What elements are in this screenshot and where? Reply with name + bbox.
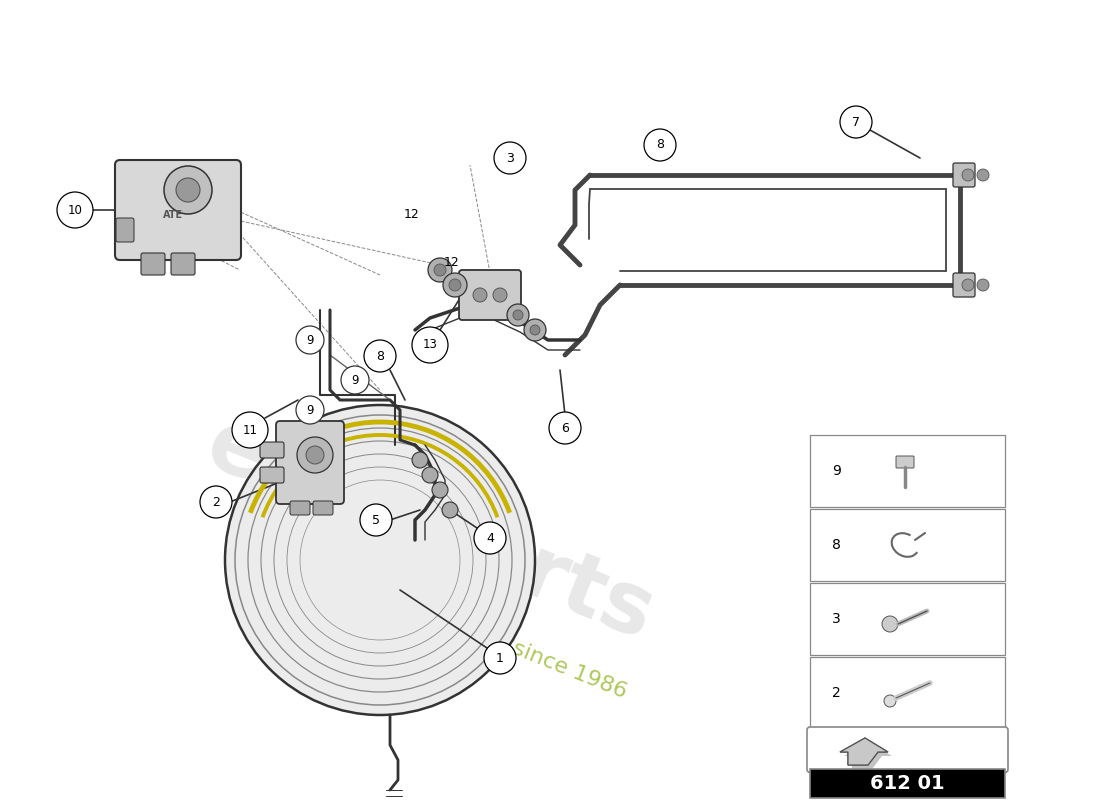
Circle shape: [962, 169, 974, 181]
Text: 7: 7: [852, 115, 860, 129]
Circle shape: [232, 412, 268, 448]
Circle shape: [473, 288, 487, 302]
Circle shape: [443, 273, 468, 297]
FancyBboxPatch shape: [290, 501, 310, 515]
Text: 4: 4: [486, 531, 494, 545]
Circle shape: [57, 192, 94, 228]
Circle shape: [977, 279, 989, 291]
Circle shape: [432, 482, 448, 498]
Circle shape: [422, 467, 438, 483]
Circle shape: [306, 446, 324, 464]
FancyBboxPatch shape: [314, 501, 333, 515]
Circle shape: [513, 310, 522, 320]
Text: 8: 8: [376, 350, 384, 362]
Circle shape: [524, 319, 546, 341]
Circle shape: [882, 616, 898, 632]
Text: 12: 12: [404, 209, 420, 222]
FancyBboxPatch shape: [807, 727, 1008, 773]
Polygon shape: [844, 742, 892, 769]
Circle shape: [530, 325, 540, 335]
Circle shape: [840, 106, 872, 138]
Text: 11: 11: [242, 423, 257, 437]
Circle shape: [412, 452, 428, 468]
Polygon shape: [840, 738, 888, 765]
FancyBboxPatch shape: [276, 421, 344, 504]
Circle shape: [474, 522, 506, 554]
Circle shape: [226, 405, 535, 715]
FancyBboxPatch shape: [116, 160, 241, 260]
Text: 2: 2: [212, 495, 220, 509]
Text: 9: 9: [351, 374, 359, 386]
Text: 9: 9: [306, 334, 313, 346]
FancyBboxPatch shape: [953, 273, 975, 297]
FancyBboxPatch shape: [953, 163, 975, 187]
Text: 8: 8: [656, 138, 664, 151]
Bar: [810, 509, 1005, 581]
FancyBboxPatch shape: [170, 253, 195, 275]
Circle shape: [297, 437, 333, 473]
Text: euroParts: euroParts: [194, 402, 666, 658]
FancyBboxPatch shape: [260, 467, 284, 483]
Circle shape: [364, 340, 396, 372]
Circle shape: [434, 264, 446, 276]
Circle shape: [176, 178, 200, 202]
Text: 612 01: 612 01: [870, 774, 945, 794]
Circle shape: [442, 502, 458, 518]
Text: 9: 9: [832, 464, 840, 478]
FancyBboxPatch shape: [896, 456, 914, 468]
FancyBboxPatch shape: [116, 218, 134, 242]
Circle shape: [977, 169, 989, 181]
FancyBboxPatch shape: [260, 442, 284, 458]
Circle shape: [493, 288, 507, 302]
Text: 6: 6: [561, 422, 569, 434]
Text: 5: 5: [372, 514, 379, 526]
Circle shape: [200, 486, 232, 518]
FancyBboxPatch shape: [459, 270, 521, 320]
Circle shape: [449, 279, 461, 291]
Circle shape: [428, 258, 452, 282]
Text: 13: 13: [422, 338, 438, 351]
Circle shape: [296, 396, 324, 424]
Text: 1: 1: [496, 651, 504, 665]
Circle shape: [644, 129, 676, 161]
Text: ATE: ATE: [163, 210, 183, 220]
Circle shape: [412, 327, 448, 363]
Circle shape: [507, 304, 529, 326]
Circle shape: [360, 504, 392, 536]
Bar: [810, 770, 1005, 798]
Text: a passion for parts since 1986: a passion for parts since 1986: [310, 558, 630, 702]
Text: 8: 8: [832, 538, 840, 552]
Circle shape: [296, 326, 324, 354]
Text: 10: 10: [67, 203, 82, 217]
Circle shape: [341, 366, 368, 394]
Text: 3: 3: [506, 151, 514, 165]
FancyBboxPatch shape: [141, 253, 165, 275]
Text: 2: 2: [832, 686, 840, 700]
Circle shape: [484, 642, 516, 674]
Circle shape: [962, 279, 974, 291]
Circle shape: [549, 412, 581, 444]
Bar: [810, 583, 1005, 655]
Circle shape: [164, 166, 212, 214]
Text: 9: 9: [306, 403, 313, 417]
Bar: [810, 435, 1005, 507]
Circle shape: [884, 695, 896, 707]
Text: 12: 12: [444, 255, 460, 269]
Text: 3: 3: [832, 612, 840, 626]
Bar: [810, 657, 1005, 729]
Circle shape: [494, 142, 526, 174]
